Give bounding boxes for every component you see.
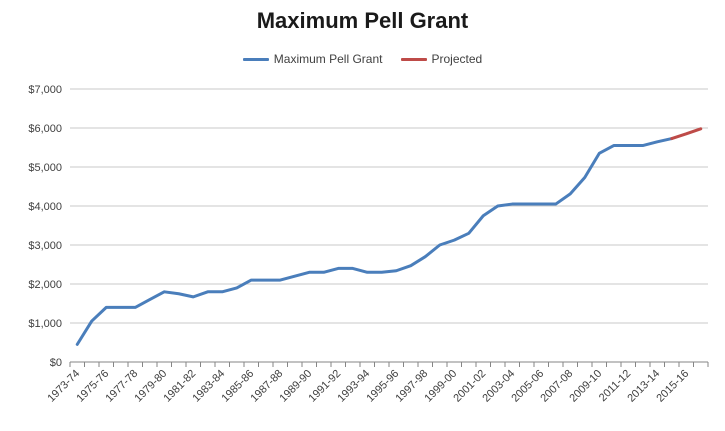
y-tick-label: $2,000 <box>28 279 62 291</box>
chart-legend: Maximum Pell Grant Projected <box>0 52 725 66</box>
legend-swatch-projected <box>400 57 427 61</box>
legend-label-maximum-pell-grant: Maximum Pell Grant <box>273 52 383 66</box>
chart-title: Maximum Pell Grant <box>256 8 469 33</box>
x-tick-label: 2009-10 <box>567 368 604 405</box>
y-tick-label: $5,000 <box>28 162 62 174</box>
y-tick-label: $4,000 <box>28 201 62 213</box>
y-tick-label: $7,000 <box>28 84 62 96</box>
legend-item-maximum-pell-grant: Maximum Pell Grant <box>242 52 383 66</box>
series-line-projected <box>670 127 703 141</box>
y-tick-label: $0 <box>50 357 62 369</box>
x-tick-label: 2015-16 <box>654 368 691 405</box>
series-line-maximum-pell-grant <box>75 137 674 346</box>
legend-swatch-maximum-pell-grant <box>242 57 269 61</box>
y-tick-label: $3,000 <box>28 240 62 252</box>
y-tick-label: $1,000 <box>28 318 62 330</box>
legend-label-projected: Projected <box>431 52 483 66</box>
y-tick-label: $6,000 <box>28 123 62 135</box>
legend-item-projected: Projected <box>400 52 483 66</box>
